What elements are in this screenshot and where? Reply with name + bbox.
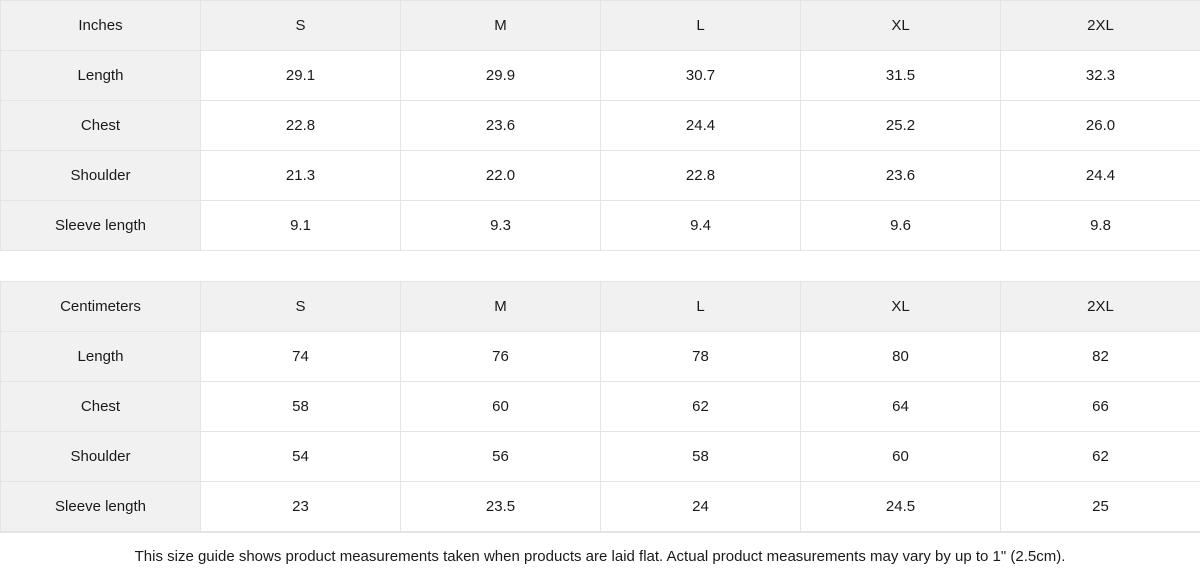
cell-chest-2xl: 66 xyxy=(1000,381,1200,432)
table-spacer xyxy=(0,251,1200,281)
cell-chest-m: 23.6 xyxy=(400,100,601,151)
cell-length-m: 29.9 xyxy=(400,50,601,101)
cell-sleeve-length-l: 24 xyxy=(600,481,801,532)
table-row: Length 74 76 78 80 82 xyxy=(0,331,1200,382)
table-row: Length 29.1 29.9 30.7 31.5 32.3 xyxy=(0,50,1200,101)
cell-length-l: 78 xyxy=(600,331,801,382)
table-row: Shoulder 21.3 22.0 22.8 23.6 24.4 xyxy=(0,150,1200,201)
unit-label-inches: Inches xyxy=(0,0,201,51)
cell-length-2xl: 82 xyxy=(1000,331,1200,382)
cell-length-s: 74 xyxy=(200,331,401,382)
cell-shoulder-s: 54 xyxy=(200,431,401,482)
unit-label-centimeters: Centimeters xyxy=(0,281,201,332)
cell-shoulder-2xl: 24.4 xyxy=(1000,150,1200,201)
cell-length-2xl: 32.3 xyxy=(1000,50,1200,101)
table-row: Chest 58 60 62 64 66 xyxy=(0,381,1200,432)
column-header-s: S xyxy=(200,281,401,332)
cell-shoulder-l: 22.8 xyxy=(600,150,801,201)
cell-sleeve-length-m: 23.5 xyxy=(400,481,601,532)
cell-shoulder-m: 56 xyxy=(400,431,601,482)
row-label-shoulder: Shoulder xyxy=(0,431,201,482)
cell-sleeve-length-s: 23 xyxy=(200,481,401,532)
cell-chest-s: 22.8 xyxy=(200,100,401,151)
cell-sleeve-length-xl: 24.5 xyxy=(800,481,1001,532)
cell-chest-m: 60 xyxy=(400,381,601,432)
column-header-2xl: 2XL xyxy=(1000,0,1200,51)
row-label-sleeve-length: Sleeve length xyxy=(0,200,201,251)
cell-length-l: 30.7 xyxy=(600,50,801,101)
row-label-length: Length xyxy=(0,331,201,382)
cell-shoulder-s: 21.3 xyxy=(200,150,401,201)
table-row: Shoulder 54 56 58 60 62 xyxy=(0,431,1200,482)
cell-sleeve-length-2xl: 9.8 xyxy=(1000,200,1200,251)
row-label-sleeve-length: Sleeve length xyxy=(0,481,201,532)
cell-chest-xl: 64 xyxy=(800,381,1001,432)
cell-length-s: 29.1 xyxy=(200,50,401,101)
column-header-m: M xyxy=(400,281,601,332)
cell-sleeve-length-l: 9.4 xyxy=(600,200,801,251)
header-row: Inches S M L XL 2XL xyxy=(0,0,1200,51)
cell-chest-s: 58 xyxy=(200,381,401,432)
row-label-shoulder: Shoulder xyxy=(0,150,201,201)
cell-chest-2xl: 26.0 xyxy=(1000,100,1200,151)
cell-sleeve-length-2xl: 25 xyxy=(1000,481,1200,532)
size-table-centimeters: Centimeters S M L XL 2XL Length 74 76 78… xyxy=(0,281,1200,532)
table-header-centimeters: Centimeters S M L XL 2XL xyxy=(0,281,1200,332)
table-header-inches: Inches S M L XL 2XL xyxy=(0,0,1200,51)
footnote-row: This size guide shows product measuremen… xyxy=(0,532,1200,580)
row-label-chest: Chest xyxy=(0,381,201,432)
table-row: Sleeve length 9.1 9.3 9.4 9.6 9.8 xyxy=(0,200,1200,251)
size-guide-footnote: This size guide shows product measuremen… xyxy=(134,547,1066,565)
cell-sleeve-length-s: 9.1 xyxy=(200,200,401,251)
table-row: Chest 22.8 23.6 24.4 25.2 26.0 xyxy=(0,100,1200,151)
cell-sleeve-length-xl: 9.6 xyxy=(800,200,1001,251)
cell-shoulder-l: 58 xyxy=(600,431,801,482)
cell-length-xl: 80 xyxy=(800,331,1001,382)
size-table-inches: Inches S M L XL 2XL Length 29.1 29.9 30.… xyxy=(0,0,1200,251)
column-header-s: S xyxy=(200,0,401,51)
table-row: Sleeve length 23 23.5 24 24.5 25 xyxy=(0,481,1200,532)
column-header-2xl: 2XL xyxy=(1000,281,1200,332)
cell-shoulder-xl: 23.6 xyxy=(800,150,1001,201)
column-header-xl: XL xyxy=(800,281,1001,332)
header-row: Centimeters S M L XL 2XL xyxy=(0,281,1200,332)
row-label-length: Length xyxy=(0,50,201,101)
cell-chest-l: 62 xyxy=(600,381,801,432)
cell-shoulder-2xl: 62 xyxy=(1000,431,1200,482)
column-header-l: L xyxy=(600,0,801,51)
cell-chest-l: 24.4 xyxy=(600,100,801,151)
table-body-centimeters: Length 74 76 78 80 82 Chest 58 60 62 64 … xyxy=(0,331,1200,532)
column-header-xl: XL xyxy=(800,0,1001,51)
cell-chest-xl: 25.2 xyxy=(800,100,1001,151)
cell-length-xl: 31.5 xyxy=(800,50,1001,101)
cell-sleeve-length-m: 9.3 xyxy=(400,200,601,251)
column-header-l: L xyxy=(600,281,801,332)
row-label-chest: Chest xyxy=(0,100,201,151)
cell-shoulder-xl: 60 xyxy=(800,431,1001,482)
cell-length-m: 76 xyxy=(400,331,601,382)
table-body-inches: Length 29.1 29.9 30.7 31.5 32.3 Chest 22… xyxy=(0,50,1200,251)
column-header-m: M xyxy=(400,0,601,51)
cell-shoulder-m: 22.0 xyxy=(400,150,601,201)
